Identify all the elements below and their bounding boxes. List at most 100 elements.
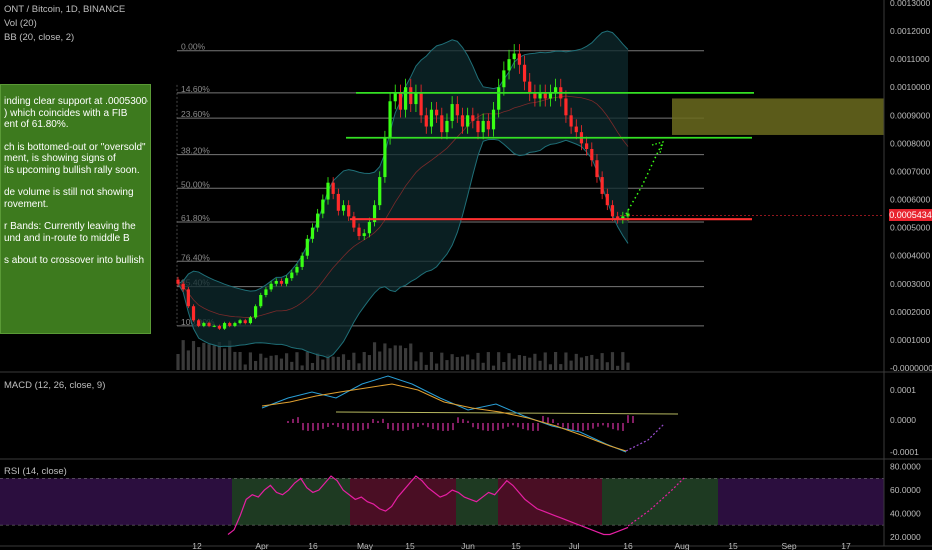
volume-bar xyxy=(559,364,563,370)
time-axis-tick: Jun xyxy=(461,541,475,550)
volume-bar xyxy=(186,350,190,370)
candle-body xyxy=(331,182,335,194)
candle-body xyxy=(445,120,449,133)
bb-indicator-label[interactable]: BB (20, close, 2) xyxy=(4,32,75,43)
candle-body xyxy=(543,92,547,99)
rsi-indicator-label[interactable]: RSI (14, close) xyxy=(4,466,67,477)
volume-bar xyxy=(181,340,185,370)
candle-body xyxy=(595,160,599,178)
volume-bar xyxy=(569,360,573,370)
candle-body xyxy=(181,283,185,290)
candle-body xyxy=(538,92,542,99)
analysis-note[interactable]: inding clear support at .0005300-.) whic… xyxy=(0,84,151,334)
note-line: ch is bottomed-out or "oversold" xyxy=(4,141,146,153)
macd-pane xyxy=(261,375,679,453)
volume-bar xyxy=(533,353,537,370)
candle-body xyxy=(233,323,237,326)
rsi-zone xyxy=(232,478,350,526)
volume-bar xyxy=(507,353,511,370)
volume-indicator-label[interactable]: Vol (20) xyxy=(4,18,37,29)
volume-bar xyxy=(285,353,289,370)
candle-body xyxy=(212,325,216,327)
candle-body xyxy=(471,115,475,121)
note-gap xyxy=(4,176,148,187)
candle-body xyxy=(248,317,253,324)
price-axis-tick: 0.0008000 xyxy=(890,138,930,148)
note-line: de volume is still not showing xyxy=(4,187,134,198)
candle-body xyxy=(398,92,403,110)
candle-body xyxy=(202,323,206,326)
time-axis-tick: 15 xyxy=(728,541,738,550)
volume-bar xyxy=(331,356,335,370)
note-line: its upcoming bullish rally soon. xyxy=(4,164,140,176)
price-axis-tick: 0.0007000 xyxy=(890,166,930,176)
price-axis-tick: 0.0013000 xyxy=(890,0,930,8)
volume-bar xyxy=(336,356,340,370)
fib-label: 23.60% xyxy=(181,109,210,119)
volume-bar xyxy=(409,343,413,370)
volume-bar xyxy=(347,359,351,370)
volume-bar xyxy=(197,347,201,370)
candle-body xyxy=(341,205,346,211)
volume-bar xyxy=(512,358,516,370)
volume-bars xyxy=(176,340,630,370)
volume-bar xyxy=(610,352,615,370)
candle-body xyxy=(321,199,325,214)
candle-body xyxy=(548,92,553,99)
volume-bar xyxy=(522,355,527,370)
volume-bar xyxy=(471,359,475,370)
candle-body xyxy=(429,109,434,127)
volume-bar xyxy=(321,359,325,370)
volume-bar xyxy=(595,358,599,370)
volume-bar xyxy=(279,358,284,370)
candle-body xyxy=(616,216,620,220)
volume-bar xyxy=(486,352,490,370)
fib-label: 50.00% xyxy=(181,179,210,189)
price-axis-tick: 0.0009000 xyxy=(890,110,930,120)
volume-bar xyxy=(528,357,532,370)
time-axis-tick: Jul xyxy=(569,541,580,550)
volume-bar xyxy=(367,355,371,370)
candle-body xyxy=(460,115,465,127)
volume-bar xyxy=(538,360,542,370)
candle-body xyxy=(486,120,490,130)
volume-bar xyxy=(191,341,196,370)
candle-body xyxy=(522,64,527,82)
candle-body xyxy=(414,92,418,105)
volume-bar xyxy=(466,354,470,370)
time-axis-tick: 16 xyxy=(623,541,633,550)
candle-body xyxy=(238,320,242,324)
volume-bar xyxy=(378,351,382,370)
rsi-line xyxy=(227,475,629,536)
volume-bar xyxy=(295,352,299,370)
volume-bar xyxy=(253,360,258,370)
volume-bar xyxy=(564,352,568,370)
candle-body xyxy=(310,227,315,239)
volume-bar xyxy=(455,357,459,370)
volume-bar xyxy=(264,357,268,370)
candle-body xyxy=(357,227,361,237)
fib-label: 61.80% xyxy=(181,213,210,223)
volume-bar xyxy=(269,355,273,370)
volume-bar xyxy=(605,362,609,370)
volume-bar xyxy=(424,364,428,370)
candle-body xyxy=(264,289,268,295)
volume-bar xyxy=(497,352,501,370)
candle-body xyxy=(176,279,180,284)
volume-bar xyxy=(228,340,232,370)
candle-body xyxy=(491,109,496,130)
note-gap xyxy=(4,131,148,142)
volume-bar xyxy=(403,348,408,370)
volume-bar xyxy=(517,355,521,370)
volume-bar xyxy=(310,362,315,370)
rsi-projection xyxy=(627,477,685,527)
rsi-zone xyxy=(718,478,884,526)
target-zone xyxy=(672,98,884,135)
volume-bar xyxy=(476,352,480,370)
last-price-badge: 0.0005434 xyxy=(889,209,932,221)
volume-bar xyxy=(600,353,604,370)
macd-indicator-label[interactable]: MACD (12, 26, close, 9) xyxy=(4,380,106,391)
candle-body xyxy=(455,104,459,116)
